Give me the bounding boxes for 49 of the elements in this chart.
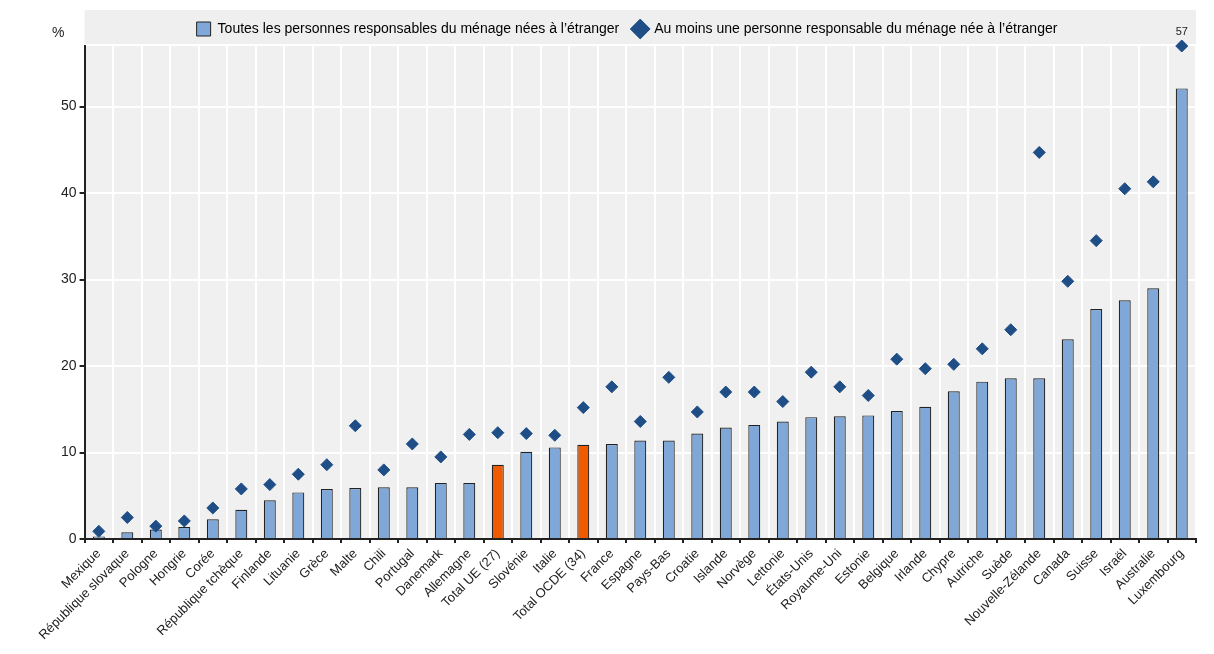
y-tick-label: 10 xyxy=(60,443,77,460)
point xyxy=(804,365,818,379)
point xyxy=(1146,175,1160,189)
point xyxy=(918,362,932,376)
point xyxy=(320,458,334,472)
y-tick-label: 50 xyxy=(60,97,77,114)
point xyxy=(975,342,989,356)
point xyxy=(576,401,590,415)
point xyxy=(519,427,533,441)
point xyxy=(548,428,562,442)
point xyxy=(719,385,733,399)
point xyxy=(263,478,277,492)
point xyxy=(291,467,305,481)
point xyxy=(1175,39,1189,53)
legend-label: Au moins une personne responsable du ménage née à l’étranger xyxy=(654,19,1058,36)
point xyxy=(1004,323,1018,337)
point xyxy=(747,385,761,399)
point xyxy=(92,524,106,538)
y-tick-label: 40 xyxy=(60,183,77,200)
point xyxy=(149,519,163,533)
point xyxy=(206,501,220,515)
point xyxy=(177,514,191,528)
y-axis-title: % xyxy=(52,23,65,40)
point xyxy=(1089,234,1103,248)
point xyxy=(605,380,619,394)
y-tick-label: 30 xyxy=(60,270,77,287)
point xyxy=(434,450,448,464)
point xyxy=(633,414,647,428)
point xyxy=(1032,145,1046,159)
point xyxy=(1061,274,1075,288)
point xyxy=(1118,182,1132,196)
point xyxy=(120,510,134,524)
point xyxy=(405,437,419,451)
point xyxy=(690,405,704,419)
point xyxy=(348,419,362,433)
point xyxy=(776,395,790,409)
point xyxy=(662,370,676,384)
point xyxy=(890,352,904,366)
point xyxy=(377,463,391,477)
point xyxy=(491,426,505,440)
y-tick-label: 0 xyxy=(68,529,77,546)
point xyxy=(234,482,248,496)
point xyxy=(947,357,961,371)
data-label: 57 xyxy=(1175,24,1188,37)
point xyxy=(861,389,875,402)
y-tick-label: 20 xyxy=(60,356,77,373)
point xyxy=(833,380,847,394)
legend-label: Toutes les personnes responsables du ménage nées à l’étranger xyxy=(217,19,620,36)
point xyxy=(462,427,476,441)
